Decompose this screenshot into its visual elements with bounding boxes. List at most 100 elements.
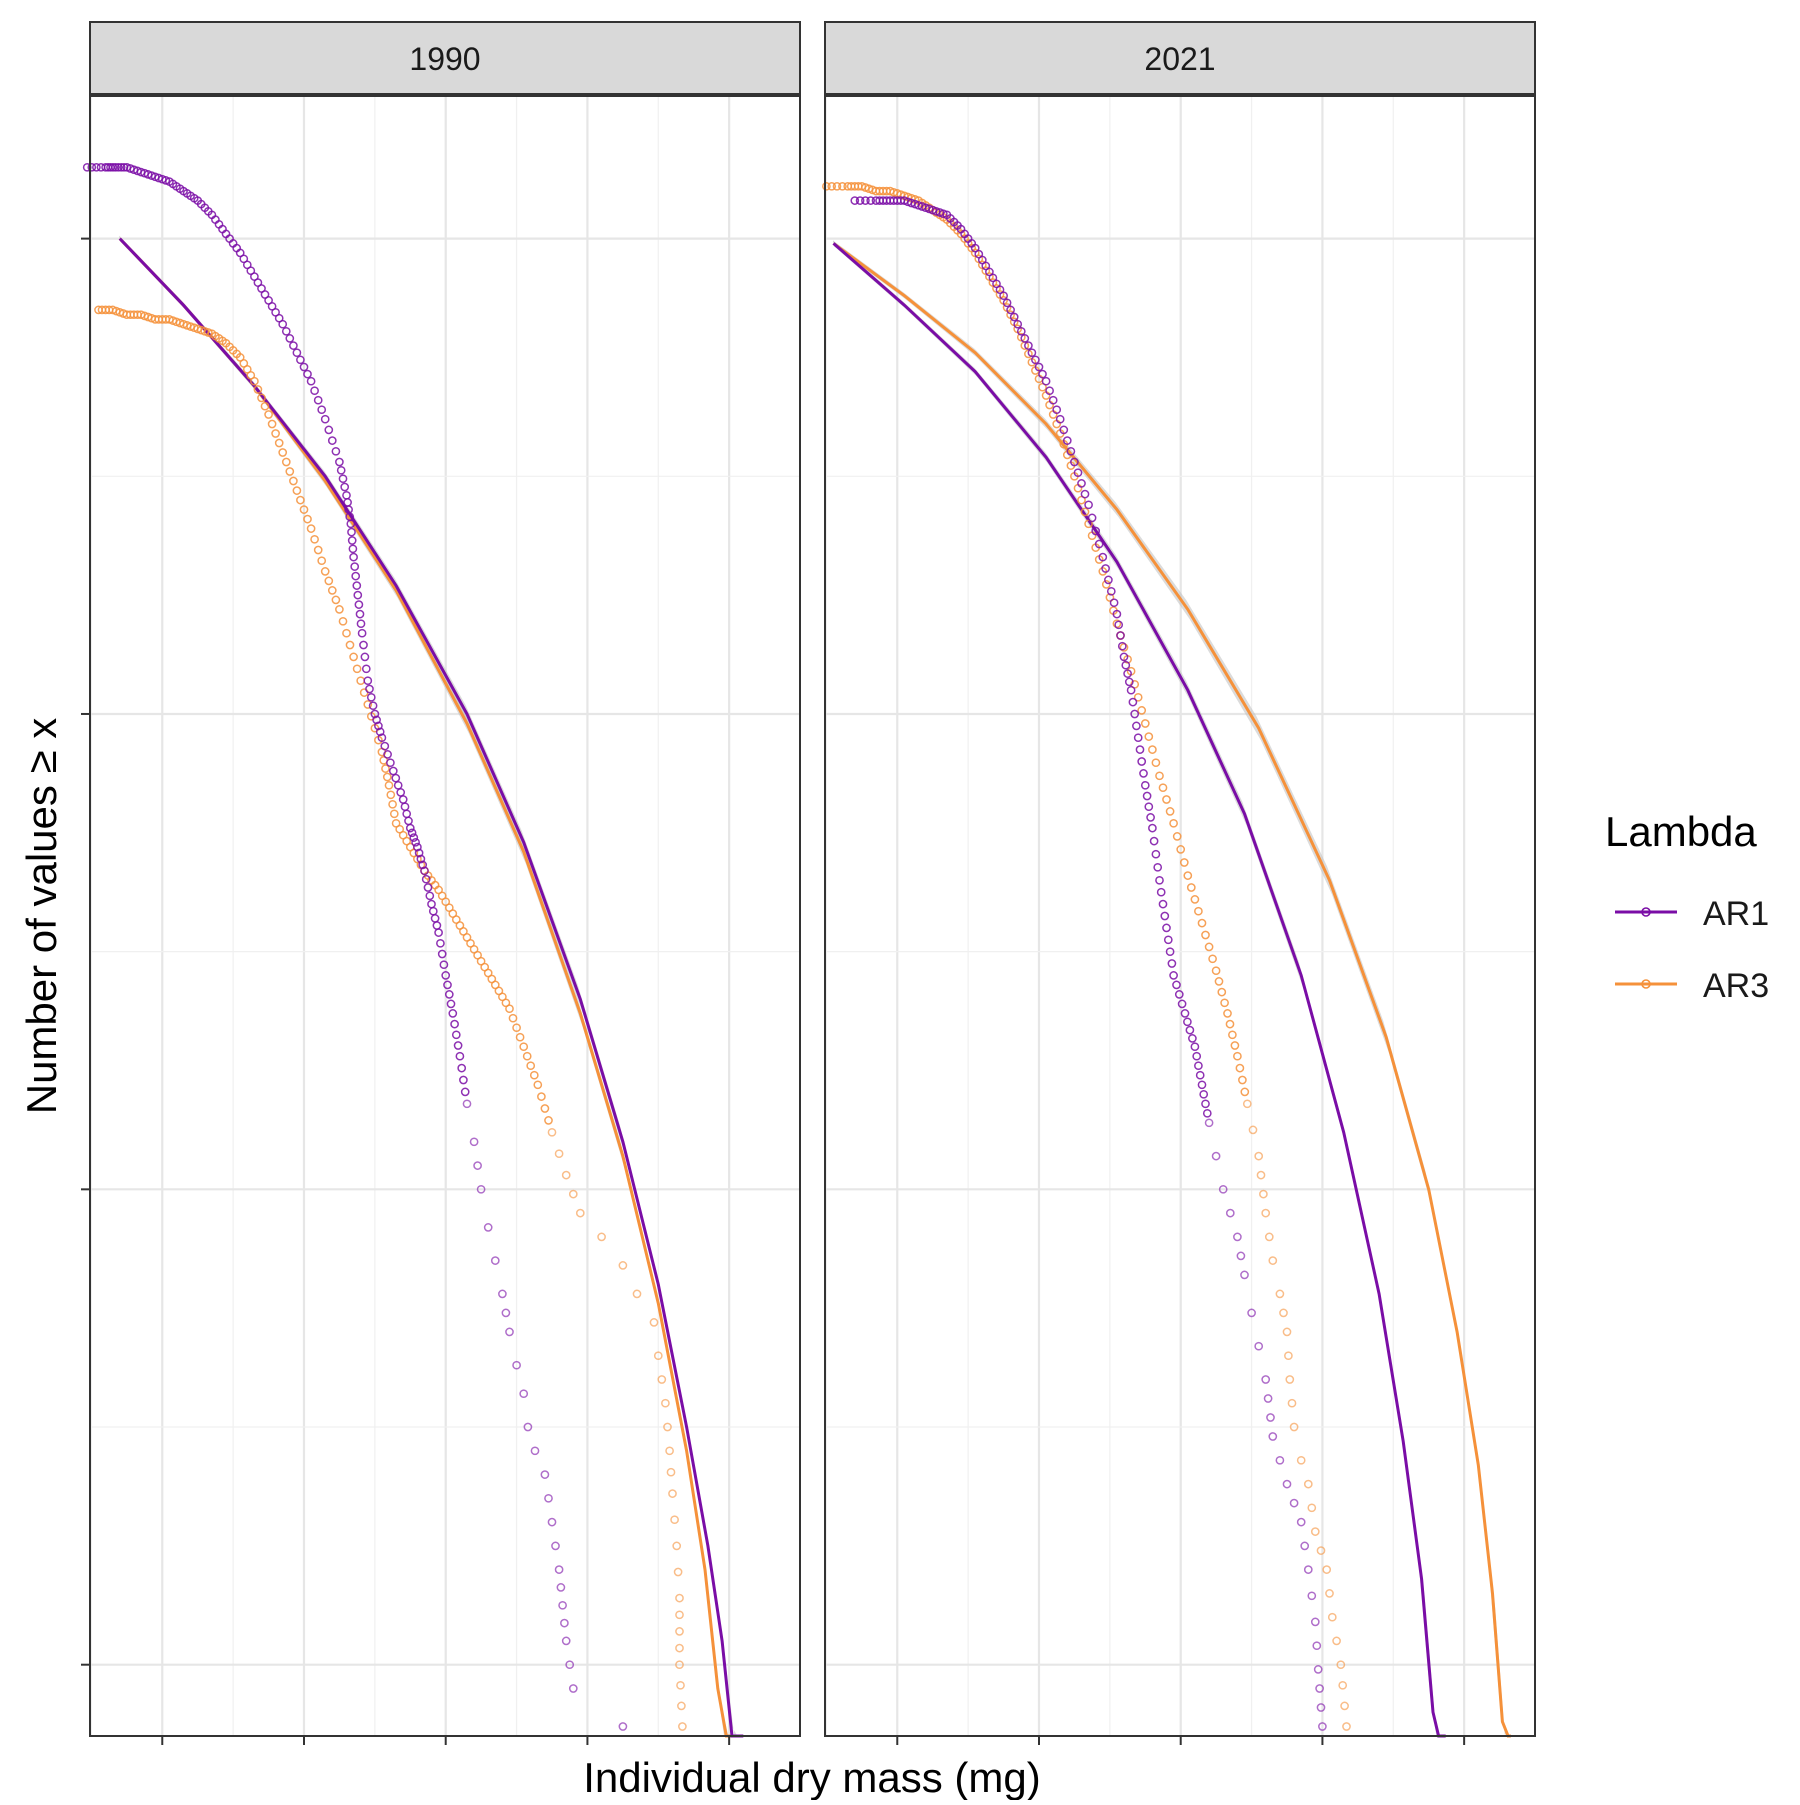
data-point-ar3: [1310, 1527, 1320, 1536]
data-point-ar3: [1080, 507, 1090, 517]
data-point-ar1: [1316, 1703, 1326, 1712]
data-point-ar1: [363, 676, 373, 686]
data-point-ar3: [1275, 1289, 1285, 1299]
data-point-ar3: [537, 1092, 546, 1101]
x-axis-title: Individual dry mass (mg): [583, 1754, 1040, 1800]
data-point-ar3: [1230, 1041, 1240, 1050]
data-point-ar3: [1137, 706, 1147, 715]
data-point-ar3: [1261, 1208, 1271, 1218]
data-point-ar3: [264, 410, 273, 419]
data-point-ar1: [361, 664, 371, 674]
data-point-ar3: [1282, 1327, 1292, 1337]
data-point-ar3: [381, 764, 390, 773]
data-point-ar1: [1174, 990, 1184, 999]
data-point-ar3: [335, 605, 344, 614]
data-point-ar1: [453, 1041, 463, 1050]
data-point-ar3: [274, 438, 284, 448]
data-point-ar1: [116, 162, 126, 172]
data-point-ar1: [565, 1660, 575, 1670]
data-point-ar1: [352, 581, 362, 590]
data-point-ar1: [1062, 436, 1072, 445]
data-point-ar3: [1144, 732, 1154, 741]
fit-line-ar1: [832, 242, 1446, 1738]
data-point-ar1: [348, 544, 358, 554]
data-point-ar3: [345, 640, 355, 650]
data-point-ar3: [342, 628, 351, 638]
data-point-ar3: [678, 1722, 687, 1731]
data-point-ar1: [1236, 1251, 1246, 1261]
data-point-ar1: [108, 162, 118, 172]
legend: Lambda AR1 AR3: [1605, 808, 1769, 1005]
data-point-ar1: [1312, 1641, 1322, 1651]
data-point-ar3: [331, 595, 341, 605]
data-point-ar1: [1020, 334, 1030, 343]
data-points: [822, 181, 1351, 1731]
data-point-ar3: [1307, 1503, 1317, 1513]
data-point-ar1: [1034, 362, 1044, 372]
data-point-ar1: [441, 971, 451, 980]
data-point-ar3: [296, 495, 305, 505]
data-point-ar3: [260, 401, 270, 411]
data-point-ar1: [469, 1137, 479, 1147]
data-point-ar3: [822, 181, 831, 191]
data-point-ar3: [675, 1627, 684, 1636]
data-point-ar3: [1197, 918, 1207, 928]
data-point-ar1: [855, 196, 865, 205]
data-point-ar1: [1117, 641, 1127, 651]
data-point-ar1: [423, 883, 433, 892]
data-point-ar1: [338, 474, 348, 484]
data-point-ar1: [1116, 631, 1125, 640]
data-point-ar3: [1172, 832, 1182, 841]
data-point-ar1: [1240, 1270, 1249, 1280]
data-point-ar3: [673, 1567, 683, 1577]
data-point-ar1: [1109, 598, 1119, 608]
data-point-ar1: [1132, 721, 1141, 731]
data-point-ar3: [676, 1680, 685, 1690]
data-point-ar3: [1179, 858, 1189, 867]
data-point-ar1: [455, 1051, 465, 1061]
data-point-ar1: [1077, 479, 1086, 488]
data-point-ar1: [1094, 539, 1104, 549]
data-point-ar1: [1142, 791, 1152, 801]
data-point-ar3: [1169, 818, 1178, 828]
y-axis-title: Number of values ≥ x: [18, 718, 65, 1115]
data-point-ar3: [1233, 1051, 1242, 1061]
data-point-ar3: [1256, 1170, 1266, 1180]
data-point-ar1: [540, 1470, 550, 1479]
data-point-ar1: [850, 196, 860, 205]
data-point-ar3: [1284, 1351, 1293, 1361]
data-point-ar1: [1114, 620, 1124, 630]
data-point-ar1: [1016, 326, 1026, 336]
data-point-ar1: [425, 891, 435, 901]
data-point-ar1: [1137, 757, 1147, 766]
data-point-ar1: [350, 562, 360, 571]
data-point-ar1: [1148, 823, 1157, 833]
data-point-ar1: [460, 1087, 470, 1097]
data-point-ar1: [1263, 1394, 1273, 1403]
legend-label-ar1: AR1: [1703, 895, 1769, 933]
data-point-ar1: [568, 1684, 578, 1693]
data-point-ar3: [508, 1013, 518, 1023]
data-point-ar3: [1228, 1030, 1237, 1040]
data-point-ar1: [1261, 1375, 1271, 1384]
x-ticks: [896, 1736, 1466, 1745]
data-point-ar1: [370, 709, 380, 719]
data-point-ar3: [267, 419, 277, 429]
data-point-ar1: [336, 465, 346, 475]
data-point-ar1: [1211, 1151, 1221, 1161]
data-point-ar3: [522, 1051, 532, 1061]
data-point-ar3: [1254, 1151, 1264, 1161]
data-point-ar3: [1316, 1546, 1326, 1555]
data-point-ar1: [1031, 355, 1040, 365]
data-point-ar3: [554, 1149, 564, 1159]
data-point-ar1: [450, 1019, 459, 1029]
legend-item-ar3: AR3: [1615, 967, 1769, 1005]
data-point-ar3: [547, 1127, 557, 1137]
data-point-ar1: [462, 1099, 472, 1109]
data-point-ar1: [1163, 935, 1173, 945]
data-point-ar1: [1303, 1565, 1313, 1574]
grid-lines: [825, 96, 1535, 1736]
data-point-ar1: [303, 369, 312, 379]
data-point-ar1: [1289, 1498, 1299, 1508]
data-point-ar3: [352, 664, 362, 674]
